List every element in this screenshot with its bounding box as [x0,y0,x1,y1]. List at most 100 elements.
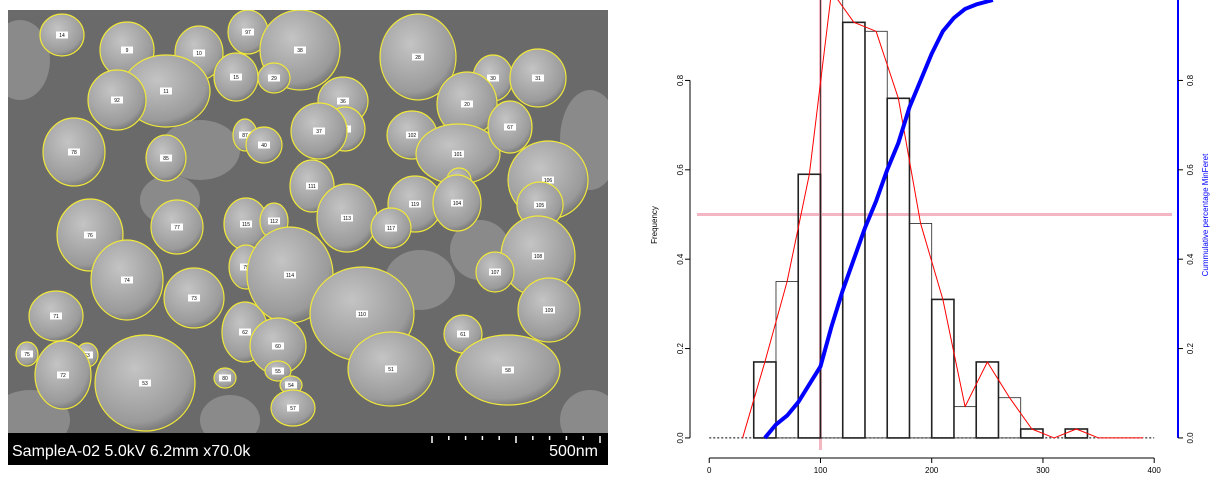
particle-outline [94,334,196,432]
particle-label: 87 [242,133,248,139]
particle-label-box [502,366,514,374]
particle-label-box [268,217,280,225]
particle-label: 31 [535,76,541,82]
particle-label-box [356,310,368,318]
particle-label-box [272,367,284,375]
particle-label: 15 [233,75,239,81]
particle-label: 60 [275,344,281,350]
particle-outline [39,13,85,57]
particle-outline [87,69,147,131]
particle-label: 36 [340,99,346,105]
particle-label: 114 [286,273,294,279]
particle-label-box [56,31,68,39]
particle-label-box [50,312,62,320]
particle-label-box [193,49,205,57]
particle-label-box [111,96,123,104]
histogram-bar [1019,428,1044,439]
particle-label: 78 [71,150,77,156]
y-tick-label: 0.8 [676,74,685,86]
particle-label: 79 [243,265,249,271]
chart: 0 100 200 300 400 0.0 0.2 0.4 0.6 0.8 Frequency 0.0… [650,0,1210,475]
y2-tick-label: 0.4 [1186,253,1195,265]
x-tick-label: 0 [707,466,712,475]
particle-outline [370,207,412,249]
histogram-bar [864,30,888,439]
particle-label-box [534,201,546,209]
particle-outline [455,334,561,406]
particle-label: 105 [536,203,545,209]
particle-label-box [285,381,297,389]
particle-label: 104 [453,201,462,207]
particle-label-box [532,252,544,260]
particle-label-box [121,46,133,54]
particle-outline [475,251,515,293]
cumulative-line [763,0,994,440]
particle-outline [90,239,164,321]
particle-outline [432,174,482,232]
particle-label-box [160,154,172,162]
particle-label-box [230,73,242,81]
particle-label-box [385,365,397,373]
y-tick-label: 0.2 [676,342,685,354]
particle-label-box [542,176,554,184]
particle-label: 63 [84,353,90,359]
particle-label: 51 [388,367,394,373]
particle-label: 74 [124,278,130,284]
histogram-bar [975,361,1000,439]
particle-label-box [412,53,424,61]
x-tick-label: 100 [814,466,828,475]
particle-outline [289,159,335,213]
particle-label: 55 [275,369,281,375]
particle-label: 113 [343,216,351,222]
particle-label-box [341,214,353,222]
particle-label: 117 [387,226,395,232]
particle-label-box [543,306,555,314]
particle-label: 109 [545,308,554,314]
histogram-bar [953,406,977,439]
particle-label: 112 [270,219,278,225]
particle-outline [290,102,348,160]
particle-label: 54 [288,383,294,389]
particle-outline [517,277,581,343]
particle-label-box [313,127,325,135]
particle-label: 61 [460,332,466,338]
particle-label-box [457,330,469,338]
particle-label-box [188,294,200,302]
particle-label: 38 [297,48,303,54]
particle-label: 80 [222,376,228,382]
particle-label: 110 [358,312,366,318]
particle-label: 30 [490,76,496,82]
particle-outline [28,290,84,342]
particle-label: 73 [191,296,197,302]
particle-label: 77 [174,225,180,231]
particle-label-box [258,141,270,149]
particle-label-box [306,182,318,190]
particle-label-box [532,74,544,82]
particle-label-box [487,74,499,82]
x-tick-label: 200 [925,466,939,475]
particle-label: 40 [261,143,267,149]
particle-label: 119 [411,202,419,208]
particle-label-box [287,404,299,412]
y-tick-label: 0.4 [676,253,685,265]
frequency-polygon [742,0,1144,439]
particle-label-box [139,379,151,387]
particle-outline [379,13,457,101]
particle-outline [42,117,106,187]
particle-outline [509,48,567,108]
plot-area [697,0,1172,450]
particle-label-box [294,46,306,54]
particle-label: 29 [271,76,277,82]
axes: 0 100 200 300 400 0.0 0.2 0.4 0.6 0.8 Frequency 0.0… [650,0,1210,475]
particle-label: 37 [316,129,322,135]
particle-label-box [452,150,464,158]
histogram-bar [1064,428,1089,439]
particle-label-box [489,268,501,276]
particle-label-box [268,74,280,82]
particle-label: 71 [53,314,59,320]
particle-label: 75 [24,352,30,358]
histogram-bar [820,0,844,439]
particle-label: 14 [59,33,65,39]
particle-label-box [171,223,183,231]
sem-image: 1491097381529119228303120364737874078851… [8,10,608,465]
